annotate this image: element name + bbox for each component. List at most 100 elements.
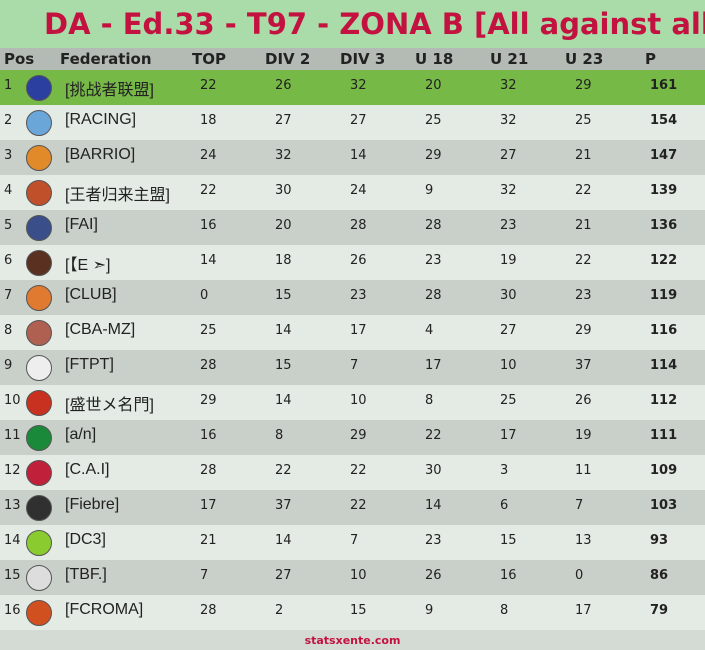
federation-name: [DC3] (65, 531, 106, 548)
position: 8 (4, 323, 13, 338)
score: 22 (575, 253, 592, 268)
score: 17 (350, 323, 367, 338)
points: 136 (650, 218, 678, 233)
score: 21 (575, 218, 592, 233)
score: 27 (275, 568, 292, 583)
team-logo (26, 110, 52, 136)
score: 29 (350, 428, 367, 443)
score: 8 (425, 393, 434, 408)
column-header: U 18 (415, 50, 454, 68)
position: 12 (4, 463, 21, 478)
points: 154 (650, 113, 678, 128)
team-logo (26, 215, 52, 241)
score: 17 (200, 498, 217, 513)
score: 37 (275, 498, 292, 513)
score: 3 (500, 463, 509, 478)
table-row: 3 [BARRIO] 24 32 14 29 27 21 147 (0, 140, 705, 175)
score: 17 (575, 603, 592, 618)
score: 8 (500, 603, 509, 618)
score: 14 (275, 323, 292, 338)
table-row: 9 [FTPT] 28 15 7 17 10 37 114 (0, 350, 705, 385)
score: 32 (350, 78, 367, 93)
score: 27 (350, 113, 367, 128)
score: 11 (575, 463, 592, 478)
score: 23 (425, 253, 442, 268)
score: 23 (350, 288, 367, 303)
header-row: Pos Federation TOP DIV 2 DIV 3 U 18 U 21 U 23 P (0, 48, 705, 70)
score: 29 (575, 78, 592, 93)
team-logo (26, 600, 52, 626)
score: 24 (350, 183, 367, 198)
table-row: 7 [CLUB] 0 15 23 28 30 23 119 (0, 280, 705, 315)
score: 23 (425, 533, 442, 548)
federation-name: [TBF.] (65, 566, 107, 583)
score: 32 (275, 148, 292, 163)
score: 30 (500, 288, 517, 303)
score: 10 (350, 568, 367, 583)
score: 16 (200, 218, 217, 233)
position: 6 (4, 253, 13, 268)
federation-name: [CLUB] (65, 286, 117, 303)
score: 0 (575, 568, 584, 583)
table-row: 13 [Fiebre] 17 37 22 14 6 7 103 (0, 490, 705, 525)
points: 93 (650, 533, 669, 548)
score: 30 (275, 183, 292, 198)
score: 27 (275, 113, 292, 128)
score: 22 (200, 183, 217, 198)
score: 23 (575, 288, 592, 303)
team-logo (26, 145, 52, 171)
team-logo (26, 495, 52, 521)
score: 22 (275, 463, 292, 478)
team-logo (26, 530, 52, 556)
score: 37 (575, 358, 592, 373)
table-row: 12 [C.A.I] 28 22 22 30 3 11 109 (0, 455, 705, 490)
column-header: Federation (60, 50, 152, 68)
column-header: U 23 (565, 50, 604, 68)
score: 0 (200, 288, 209, 303)
score: 8 (275, 428, 284, 443)
footer: statsxente.com (304, 634, 401, 647)
federation-name: [FCROMA] (65, 601, 144, 618)
score: 28 (200, 603, 217, 618)
column-header: P (645, 50, 656, 68)
score: 26 (575, 393, 592, 408)
score: 7 (200, 568, 209, 583)
points: 147 (650, 148, 678, 163)
points: 114 (650, 358, 678, 373)
score: 6 (500, 498, 509, 513)
score: 28 (200, 358, 217, 373)
federation-name: [FTPT] (65, 356, 114, 373)
score: 15 (275, 358, 292, 373)
federation-name: [盛世メ名門] (65, 397, 154, 414)
score: 32 (500, 113, 517, 128)
federation-name: [【E ➣] (65, 257, 111, 274)
score: 7 (575, 498, 584, 513)
score: 15 (500, 533, 517, 548)
team-logo (26, 320, 52, 346)
team-logo (26, 390, 52, 416)
table-row: 6 [【E ➣] 14 18 26 23 19 22 122 (0, 245, 705, 280)
score: 26 (425, 568, 442, 583)
team-logo (26, 180, 52, 206)
score: 14 (350, 148, 367, 163)
score: 29 (200, 393, 217, 408)
position: 15 (4, 568, 21, 583)
position: 3 (4, 148, 13, 163)
score: 7 (350, 358, 359, 373)
score: 21 (200, 533, 217, 548)
table-row: 5 [FAI] 16 20 28 28 23 21 136 (0, 210, 705, 245)
score: 29 (425, 148, 442, 163)
score: 13 (575, 533, 592, 548)
score: 9 (425, 603, 434, 618)
score: 22 (350, 463, 367, 478)
points: 103 (650, 498, 678, 513)
score: 9 (425, 183, 434, 198)
score: 30 (425, 463, 442, 478)
points: 112 (650, 393, 678, 408)
points: 86 (650, 568, 669, 583)
score: 16 (500, 568, 517, 583)
score: 25 (425, 113, 442, 128)
position: 7 (4, 288, 13, 303)
points: 111 (650, 428, 678, 443)
